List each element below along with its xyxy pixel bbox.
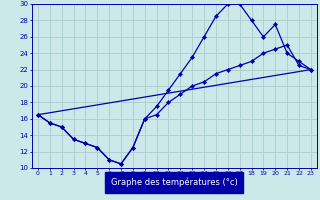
X-axis label: Graphe des températures (°c): Graphe des températures (°c)	[111, 178, 238, 187]
